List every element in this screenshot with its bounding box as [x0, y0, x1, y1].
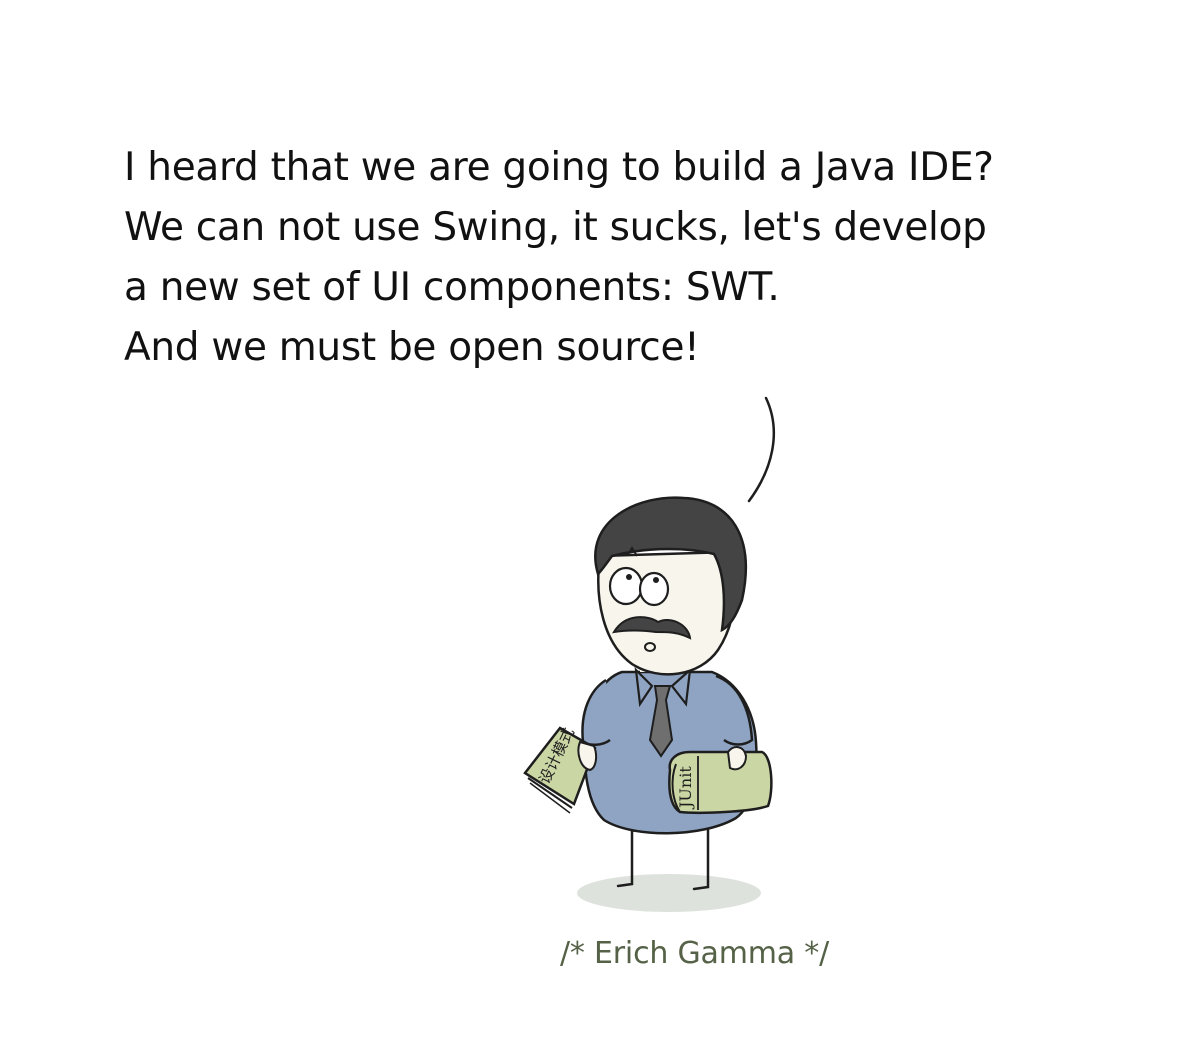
right-book-title: JUnit — [676, 766, 695, 810]
eyebrow-mark — [626, 546, 638, 557]
speech-line-3: a new set of UI components: SWT. — [124, 265, 780, 310]
legs — [616, 826, 710, 891]
eyes — [608, 566, 670, 607]
collar — [634, 666, 692, 708]
speech-line-4: And we must be open source! — [124, 325, 700, 370]
speech-tail — [747, 396, 776, 503]
necktie — [648, 685, 674, 758]
ground-shadow — [577, 874, 761, 912]
left-sleeve — [581, 678, 611, 746]
speech-text: I heard that we are going to build a Jav… — [124, 138, 1164, 378]
right-sleeve — [715, 674, 754, 746]
right-book: JUnit — [668, 750, 773, 814]
pupils — [626, 574, 659, 583]
mouth — [644, 642, 656, 652]
caption-author: /* Erich Gamma */ — [560, 936, 830, 971]
speech-line-1: I heard that we are going to build a Jav… — [124, 145, 994, 190]
right-hand — [726, 746, 748, 771]
mustache — [612, 616, 692, 640]
left-hand — [577, 740, 598, 772]
speech-line-2: We can not use Swing, it sucks, let's de… — [124, 205, 987, 250]
hair — [594, 496, 747, 633]
